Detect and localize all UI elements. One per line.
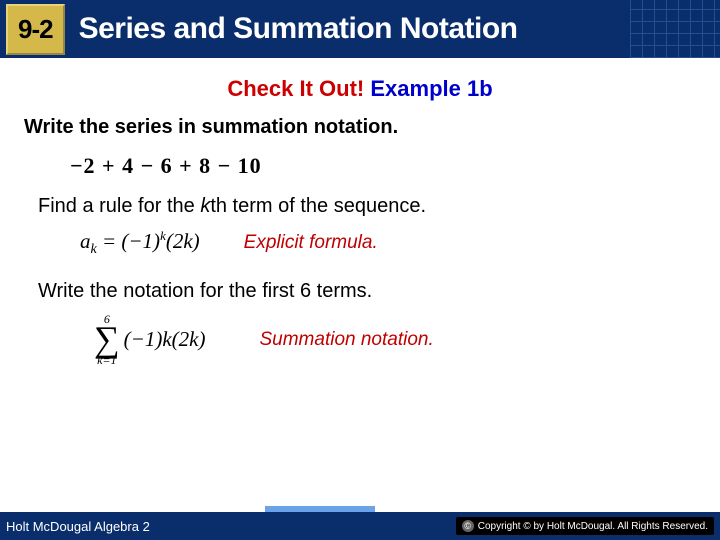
step1-suffix: th term of the sequence. (210, 195, 426, 217)
formula-factor: (2k) (166, 229, 200, 253)
summation-row: 6 ∑ k=1 (−1)k(2k) Summation notation. (94, 313, 696, 366)
sum-exp: k (162, 327, 171, 351)
formula-eq: = (97, 229, 122, 253)
step1-variable: k (200, 195, 210, 217)
slide-footer: Holt McDougal Algebra 2 © Copyright © by… (0, 512, 720, 540)
step1-prefix: Find a rule for the (38, 195, 200, 217)
lesson-number-badge: 9-2 (6, 4, 65, 55)
copyright-notice: © Copyright © by Holt McDougal. All Righ… (456, 517, 714, 535)
series-expression: −2 + 4 − 6 + 8 − 10 (70, 153, 696, 179)
lesson-title: Series and Summation Notation (79, 12, 518, 46)
copyright-text: Copyright © by Holt McDougal. All Rights… (478, 521, 708, 532)
step2-text: Write the notation for the first 6 terms… (38, 280, 696, 303)
formula-lhs-var: a (80, 229, 91, 253)
example-subtitle: Check It Out! Example 1b (24, 76, 696, 102)
slide-header: 9-2 Series and Summation Notation (0, 0, 720, 58)
explicit-formula: ak = (−1)k(2k) (80, 228, 200, 258)
problem-instruction: Write the series in summation notation. (24, 116, 696, 139)
example-number-label: Example 1b (370, 76, 492, 101)
check-it-out-label: Check It Out! (227, 76, 364, 101)
slide-content: Check It Out! Example 1b Write the serie… (0, 58, 720, 366)
formula-neg1: (−1) (121, 229, 160, 253)
sigma-lower-limit: k=1 (97, 354, 116, 366)
summation-expression: 6 ∑ k=1 (−1)k(2k) (94, 313, 205, 366)
step1-text: Find a rule for the kth term of the sequ… (38, 195, 696, 218)
sum-neg1: (−1) (124, 327, 163, 351)
header-grid-decoration (630, 0, 720, 58)
explicit-formula-annotation: Explicit formula. (244, 232, 378, 254)
sigma-notation: 6 ∑ k=1 (94, 313, 120, 366)
textbook-name: Holt McDougal Algebra 2 (6, 519, 150, 534)
sigma-symbol: ∑ (94, 325, 120, 354)
sum-factor: (2k) (172, 327, 206, 351)
summation-annotation: Summation notation. (259, 329, 433, 351)
copyright-icon: © (462, 520, 474, 532)
summation-body: (−1)k(2k) (124, 327, 206, 352)
formula-row: ak = (−1)k(2k) Explicit formula. (80, 228, 696, 258)
